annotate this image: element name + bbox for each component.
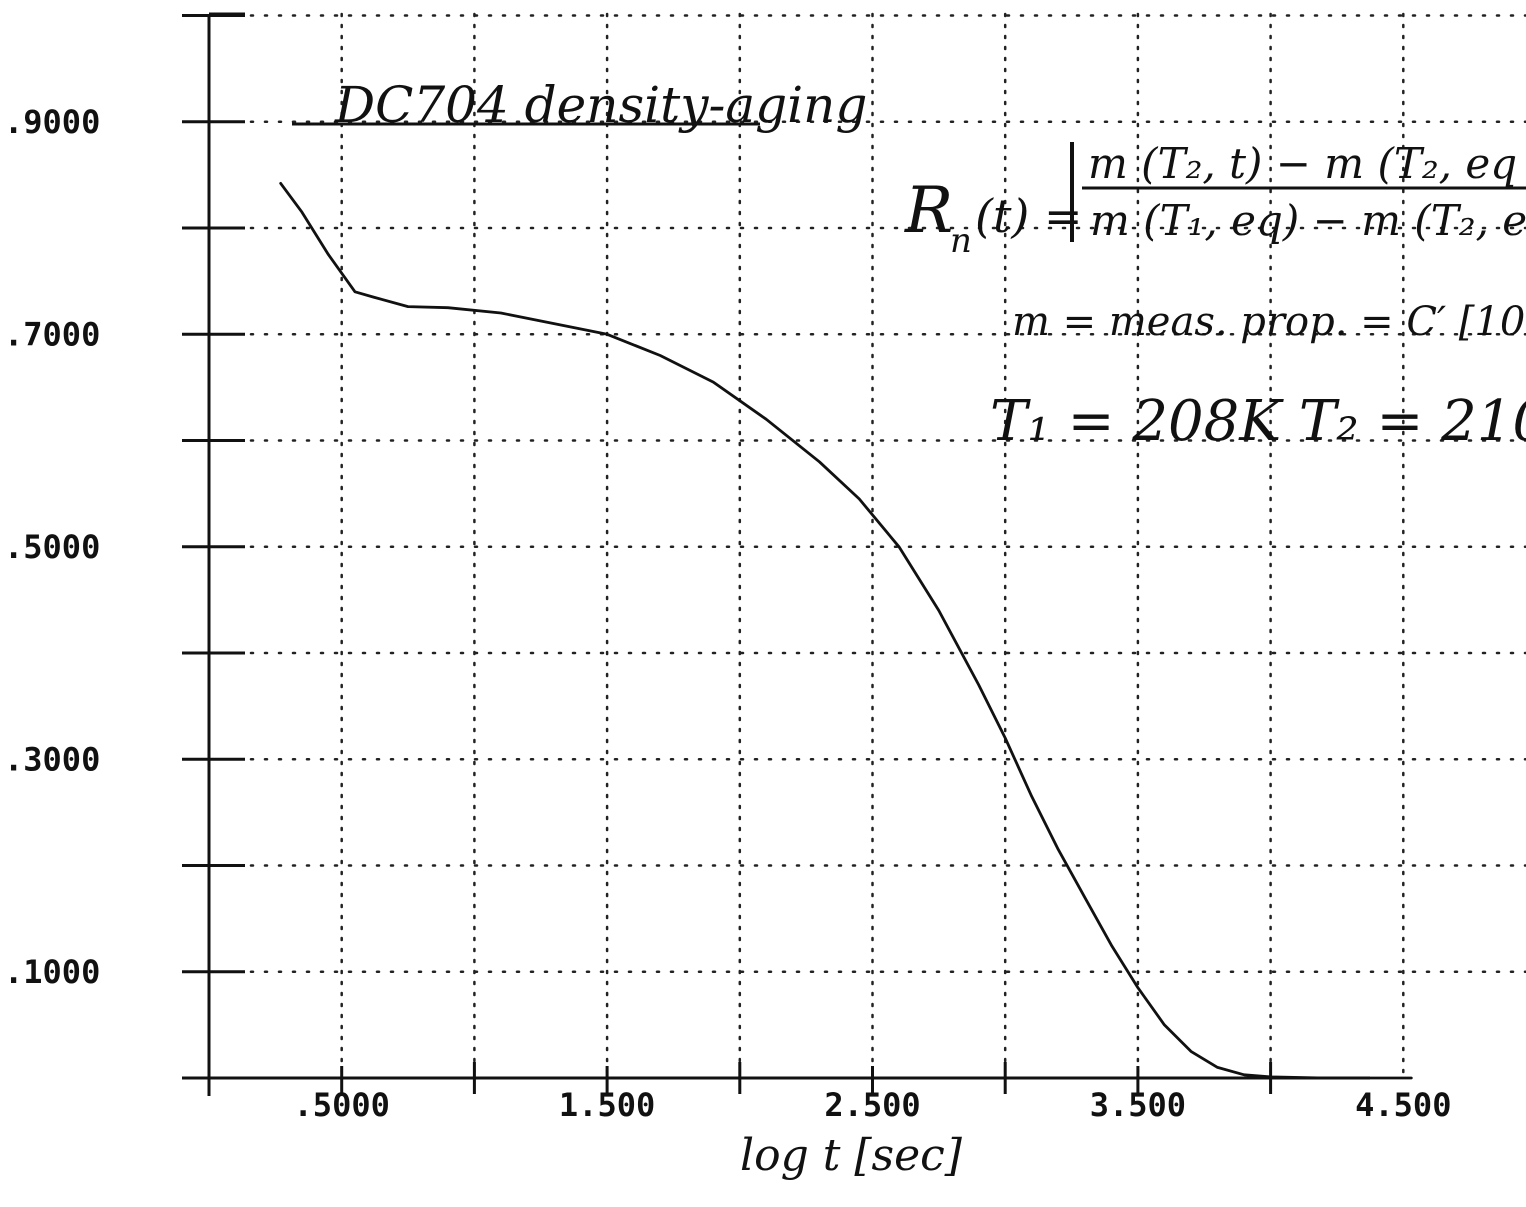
y-tick-label: .1000 [4, 953, 100, 991]
y-tick-labels: .1000 .3000 .5000 .7000 .9000 [4, 103, 100, 991]
formula-denominator: m (T₁, eq) − m (T₂, eq [1090, 196, 1526, 245]
y-tick-label: .3000 [4, 740, 100, 778]
formula-subscript: n [950, 221, 972, 261]
series-group [279, 181, 1413, 1080]
y-tick-label: .7000 [4, 315, 100, 353]
x-tick-label: 2.500 [824, 1086, 920, 1124]
x-axis-label: log t [sec] [740, 1130, 963, 1181]
grid-lines [207, 12, 1526, 1080]
x-tick-label: 3.500 [1090, 1086, 1186, 1124]
y-tick-label: .9000 [4, 103, 100, 141]
x-tick-label: 4.500 [1355, 1086, 1451, 1124]
x-tick-label: .5000 [294, 1086, 390, 1124]
tick-marks [182, 14, 1273, 1094]
formula-lhs: R [904, 174, 953, 248]
formula-numerator: m (T₂, t) − m (T₂, eq [1088, 139, 1517, 188]
formula-argument: (t) = [975, 189, 1083, 243]
series-line [279, 181, 1413, 1080]
measured-property-note: m = meas. prop. = C′ [10k [1012, 299, 1526, 345]
x-tick-labels: .5000 1.500 2.500 3.500 4.500 [294, 1086, 1452, 1124]
temperatures-note: T₁ = 208K T₂ = 210K [990, 389, 1526, 454]
y-tick-label: .5000 [4, 528, 100, 566]
x-tick-label: 1.500 [559, 1086, 655, 1124]
